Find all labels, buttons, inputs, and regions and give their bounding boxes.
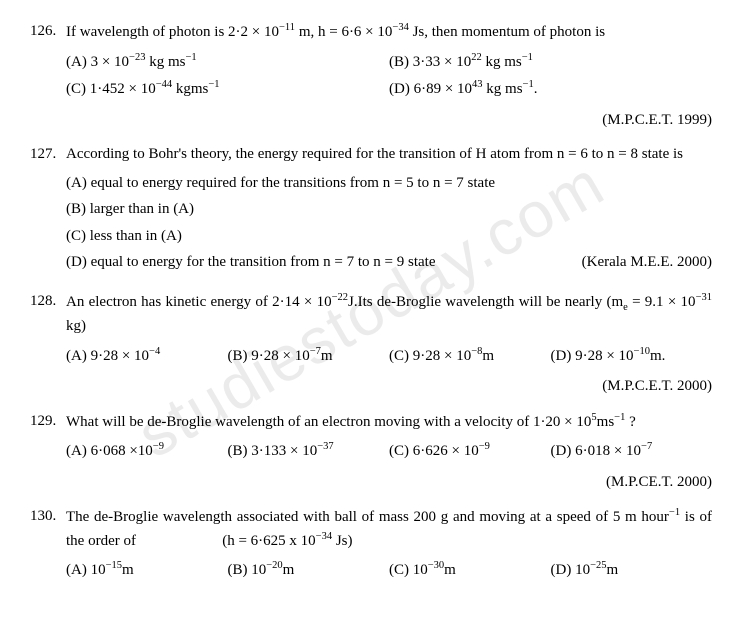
question: 126.If wavelength of photon is 2·2 × 10−… xyxy=(30,20,712,131)
question-text: If wavelength of photon is 2·2 × 10−11 m… xyxy=(66,20,712,44)
question-source: (M.P.CE.T. 2000) xyxy=(66,471,712,494)
options: (A) 6·068 ×10−9(B) 3·133 × 10−37(C) 6·62… xyxy=(66,439,712,467)
options: (A) 10−15m(B) 10−20m(C) 10−30m(D) 10−25m xyxy=(66,558,712,586)
option: (A) 10−15m xyxy=(66,558,228,582)
option: (A) equal to energy required for the tra… xyxy=(66,172,712,195)
options: (A) 3 × 10−23 kg ms−1(B) 3·33 × 1022 kg … xyxy=(66,50,712,105)
question: 127.According to Bohr's theory, the ener… xyxy=(30,143,712,278)
options: (A) equal to energy required for the tra… xyxy=(66,172,712,278)
question: 128.An electron has kinetic energy of 2·… xyxy=(30,290,712,398)
question-text: An electron has kinetic energy of 2·14 ×… xyxy=(66,290,712,338)
option: (D) equal to energy for the transition f… xyxy=(66,251,712,274)
question-number: 130. xyxy=(30,505,66,528)
questions-container: 126.If wavelength of photon is 2·2 × 10−… xyxy=(30,20,712,586)
question-number: 129. xyxy=(30,410,66,433)
options: (A) 9·28 × 10−4(B) 9·28 × 10−7m(C) 9·28 … xyxy=(66,344,712,372)
question-source: (M.P.C.E.T. 2000) xyxy=(66,375,712,398)
question-text: The de-Broglie wavelength associated wit… xyxy=(66,505,712,552)
option: (C) 6·626 × 10−9 xyxy=(389,439,551,463)
option: (B) 3·133 × 10−37 xyxy=(228,439,390,463)
option: (C) 9·28 × 10−8m xyxy=(389,344,551,368)
option: (C) 1·452 × 10−44 kgms−1 xyxy=(66,77,389,101)
question-text: According to Bohr's theory, the energy r… xyxy=(66,143,712,166)
option: (D) 10−25m xyxy=(551,558,713,582)
option: (C) less than in (A) xyxy=(66,225,712,248)
option: (D) 6·89 × 1043 kg ms−1. xyxy=(389,77,712,101)
option: (C) 10−30m xyxy=(389,558,551,582)
option: (D) 6·018 × 10−7 xyxy=(551,439,713,463)
option: (A) 6·068 ×10−9 xyxy=(66,439,228,463)
option: (B) 9·28 × 10−7m xyxy=(228,344,390,368)
option: (B) 3·33 × 1022 kg ms−1 xyxy=(389,50,712,74)
option: (A) 9·28 × 10−4 xyxy=(66,344,228,368)
question-number: 128. xyxy=(30,290,66,313)
question-number: 127. xyxy=(30,143,66,166)
option: (B) larger than in (A) xyxy=(66,198,712,221)
question-number: 126. xyxy=(30,20,66,43)
option: (D) 9·28 × 10−10m. xyxy=(551,344,713,368)
option: (B) 10−20m xyxy=(228,558,390,582)
option: (A) 3 × 10−23 kg ms−1 xyxy=(66,50,389,74)
question-text: What will be de-Broglie wavelength of an… xyxy=(66,410,712,434)
question-source: (M.P.C.E.T. 1999) xyxy=(66,109,712,132)
question: 129.What will be de-Broglie wavelength o… xyxy=(30,410,712,494)
